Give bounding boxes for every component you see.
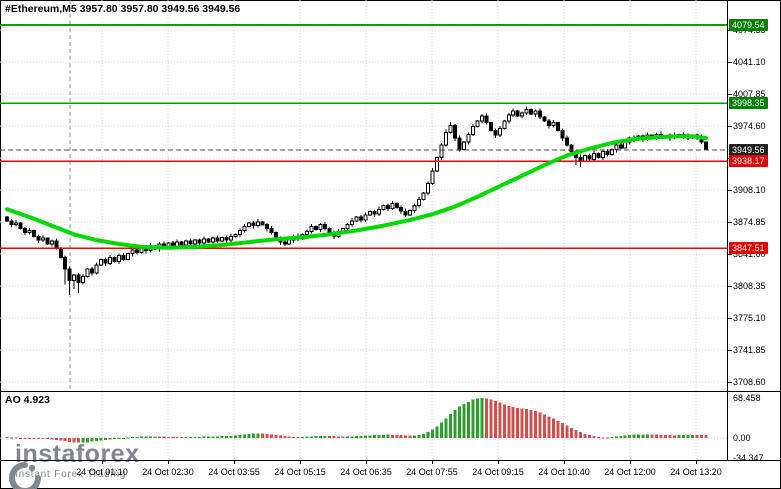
price-axis-label: 3841.60 [733,249,766,259]
time-axis-label: 24 Oct 03:55 [208,467,260,477]
time-axis-tick [300,461,301,464]
price-axis-tick [728,350,732,351]
time-axis-label: 24 Oct 09:15 [472,467,524,477]
time-axis-tick [564,461,565,464]
time-axis-tick [498,461,499,464]
time-axis-label: 24 Oct 12:00 [604,467,656,477]
price-axis-label: 3908.10 [733,185,766,195]
price-axis-label: 3974.60 [733,121,766,131]
price-axis-tick [728,254,732,255]
time-axis-tick [234,461,235,464]
time-axis-label: 24 Oct 01:10 [76,467,128,477]
price-axis-tick [728,318,732,319]
time-axis-label: 24 Oct 07:55 [406,467,458,477]
time-axis-tick [366,461,367,464]
chart-title: #Ethereum,M5 3957.80 3957.80 3949.56 394… [5,3,241,15]
price-axis-label: 3775.10 [733,313,766,323]
price-axis-tick [728,126,732,127]
time-axis-label: 24 Oct 06:35 [340,467,392,477]
price-axis-tick [728,190,732,191]
price-axis-label: 3741.85 [733,345,766,355]
price-badge-red: 3938.17 [729,155,768,167]
ao-axis-label: 0.00 [733,433,751,443]
price-badge-current: 3949.56 [729,144,768,156]
price-axis-label: 3808.35 [733,281,766,291]
time-axis-tick [432,461,433,464]
price-axis-tick [728,62,732,63]
watermark-brand: instaforex [15,440,140,468]
ao-axis-label: 68.458 [733,393,761,403]
time-axis-label: 24 Oct 05:15 [274,467,326,477]
time-axis-tick [102,461,103,464]
price-badge-green: 4079.54 [729,19,768,31]
time-axis-tick [168,461,169,464]
price-axis-tick [728,94,732,95]
time-axis-label: 24 Oct 02:30 [142,467,194,477]
broker-watermark: instaforex Instant Forex Trading [8,440,140,489]
price-badge-green: 3998.35 [729,97,768,109]
ao-value-label: AO 4.923 [5,394,50,406]
time-axis-tick [696,461,697,464]
price-axis-label: 3708.60 [733,377,766,387]
main-price-pane[interactable] [0,0,727,391]
price-axis-label: 3874.85 [733,217,766,227]
ao-axis-label: -34.347 [733,453,764,463]
price-axis-tick [728,382,732,383]
time-axis-label: 24 Oct 13:20 [670,467,722,477]
watermark-tagline: Instant Forex Trading [15,469,127,480]
price-axis-label: 4007.85 [733,89,766,99]
price-badge-red: 3847.51 [729,242,768,254]
time-axis[interactable]: 24 Oct 01:10 24 Oct 02:30 24 Oct 03:55 24 O… [0,460,781,489]
time-axis-label: 24 Oct 10:40 [538,467,590,477]
pane-divider[interactable] [0,391,781,392]
price-axis-tick [728,286,732,287]
ao-indicator-pane[interactable] [0,392,727,460]
price-axis-tick [728,222,732,223]
time-axis-tick [630,461,631,464]
price-axis[interactable]: 4074.354041.104007.853974.603941.353908.… [727,0,781,463]
price-axis-label: 4041.10 [733,57,766,67]
